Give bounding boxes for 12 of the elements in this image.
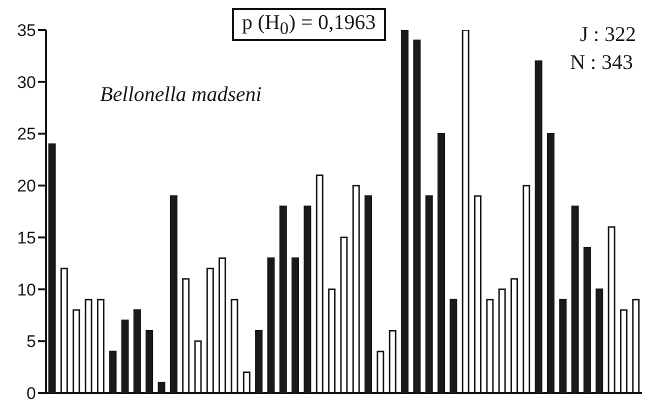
y-tick-label: 0 [26,384,36,404]
annotation: Bellonella madseni [100,82,262,107]
annotation: N : 343 [570,50,633,75]
y-tick-label: 25 [17,124,36,144]
y-tick-label: 15 [17,228,36,248]
y-tick-label: 35 [17,21,36,40]
y-tick-label: 5 [26,332,36,352]
y-tick-label: 30 [17,72,36,92]
annotation: J : 322 [580,22,636,47]
annotation: p (H$_{0}$) = 0,1963 [232,8,386,42]
y-tick-label: 10 [17,280,36,300]
y-tick-label: 20 [17,176,36,196]
